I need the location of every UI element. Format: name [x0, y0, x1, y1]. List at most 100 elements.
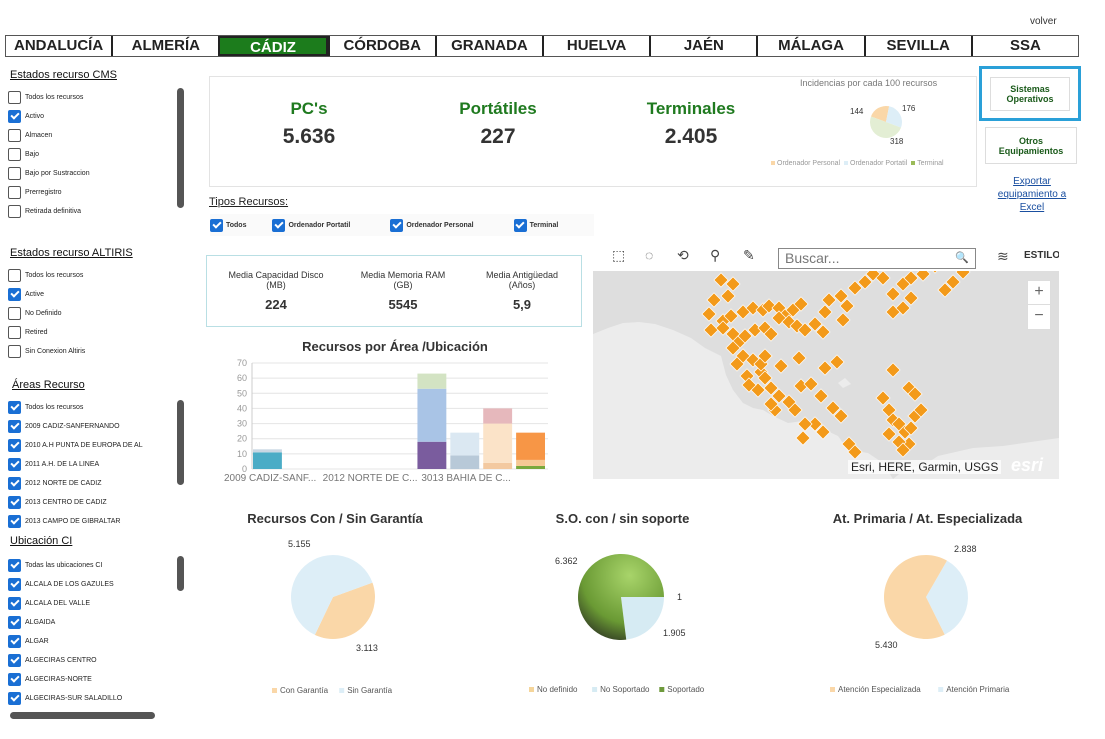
checkbox[interactable]	[8, 692, 21, 705]
checkbox[interactable]	[8, 326, 21, 339]
pie-slice[interactable]	[926, 560, 968, 635]
export-excel-link[interactable]: Exportar equipamiento a Excel	[997, 176, 1067, 213]
checkbox[interactable]	[210, 218, 223, 232]
ubicacion-filter-item[interactable]: ALCALA DE LOS GAZULES	[8, 575, 186, 594]
checkbox[interactable]	[513, 218, 527, 232]
map-point[interactable]	[807, 416, 823, 432]
map-point[interactable]	[771, 388, 787, 404]
checkbox[interactable]	[8, 269, 21, 282]
map-point[interactable]	[895, 300, 911, 316]
checkbox[interactable]	[8, 345, 21, 358]
map-point[interactable]	[913, 402, 929, 418]
bar-segment[interactable]	[483, 423, 513, 463]
bar-segment[interactable]	[516, 459, 545, 466]
map-point[interactable]	[787, 402, 803, 418]
ubicacion-filter-item[interactable]: ALGAR	[8, 632, 186, 651]
areas-filter-item[interactable]: 2009 CADIZ-SANFERNANDO	[8, 417, 186, 436]
map-point[interactable]	[903, 420, 919, 436]
checkbox[interactable]	[8, 110, 21, 123]
tipo-item[interactable]: Ordenador Personal	[390, 218, 474, 232]
map-point[interactable]	[833, 288, 849, 304]
pie-slice[interactable]	[621, 597, 627, 640]
map-point[interactable]	[829, 354, 845, 370]
checkbox[interactable]	[8, 578, 21, 591]
checkbox[interactable]	[8, 91, 21, 104]
map-point[interactable]	[737, 328, 753, 344]
map-point[interactable]	[885, 362, 901, 378]
tipo-item[interactable]: Ordenador Portatil	[272, 218, 350, 232]
map-point[interactable]	[937, 282, 953, 298]
map-point[interactable]	[706, 292, 722, 308]
areas-filter-item[interactable]: 2012 NORTE DE CADIZ	[8, 474, 186, 493]
map-point[interactable]	[757, 370, 773, 386]
map-point[interactable]	[881, 426, 897, 442]
map-point[interactable]	[773, 358, 789, 374]
map-search-input[interactable]: Buscar... 🔍	[778, 248, 976, 269]
zoom-out-button[interactable]: −	[1034, 307, 1044, 324]
pie-slice[interactable]	[870, 116, 901, 139]
map-point[interactable]	[747, 322, 763, 338]
ubicacion-filter-scrollbar[interactable]	[177, 556, 184, 591]
map-point[interactable]	[839, 298, 855, 314]
bar-segment[interactable]	[253, 452, 282, 469]
tab-9[interactable]: SSA	[970, 36, 1078, 56]
map-point[interactable]	[847, 280, 863, 296]
pie-slice[interactable]	[886, 106, 902, 128]
map-point[interactable]	[895, 442, 911, 458]
cms-filter-item[interactable]: Activo	[8, 107, 186, 126]
areas-filter-item[interactable]: Todos los recursos	[8, 398, 186, 417]
altiris-filter-item[interactable]: No Definido	[8, 304, 186, 323]
map-point[interactable]	[815, 324, 831, 340]
checkbox[interactable]	[8, 205, 21, 218]
areas-filter-item[interactable]: 2013 CENTRO DE CADIZ	[8, 493, 186, 512]
checkbox[interactable]	[8, 420, 21, 433]
map-point[interactable]	[807, 316, 823, 332]
map-point[interactable]	[945, 274, 961, 290]
clear-selection-icon[interactable]: ⚲	[710, 247, 721, 263]
map-point[interactable]	[835, 312, 851, 328]
checkbox[interactable]	[8, 439, 21, 452]
pie-slice[interactable]	[870, 106, 890, 122]
map-style-button[interactable]: ESTILO	[1024, 250, 1059, 261]
map-point[interactable]	[763, 396, 779, 412]
map-point[interactable]	[817, 360, 833, 376]
map-point[interactable]	[875, 390, 891, 406]
ubicacion-filter-item[interactable]: ALCALA DEL VALLE	[8, 594, 186, 613]
map-point[interactable]	[903, 290, 919, 306]
cms-filter-scrollbar[interactable]	[177, 88, 184, 208]
checkbox[interactable]	[8, 635, 21, 648]
checkbox[interactable]	[8, 167, 21, 180]
altiris-filter-item[interactable]: Todos los recursos	[8, 266, 186, 285]
bar-segment[interactable]	[253, 449, 282, 453]
checkbox[interactable]	[8, 148, 21, 161]
map-point[interactable]	[857, 274, 873, 290]
map-point[interactable]	[745, 300, 761, 316]
tab-4[interactable]: GRANADA	[434, 36, 542, 56]
pie-slice[interactable]	[884, 555, 947, 639]
circle-select-icon[interactable]: ◌	[645, 247, 654, 263]
altiris-filter-item[interactable]: Retired	[8, 323, 186, 342]
bar-segment[interactable]	[450, 432, 480, 456]
map-point[interactable]	[701, 306, 717, 322]
map-point[interactable]	[833, 408, 849, 424]
tab-1[interactable]: ALMERÍA	[111, 36, 218, 56]
pie-slice[interactable]	[314, 582, 375, 639]
cms-filter-item[interactable]: Almacen	[8, 126, 186, 145]
pie-slice[interactable]	[291, 555, 373, 635]
map-point[interactable]	[797, 322, 813, 338]
checkbox[interactable]	[8, 129, 21, 142]
tab-7[interactable]: MÁLAGA	[756, 36, 863, 56]
tipo-item[interactable]: Todos	[210, 218, 246, 232]
map-point[interactable]	[725, 276, 741, 292]
bar-segment[interactable]	[450, 455, 480, 469]
map-point[interactable]	[720, 288, 736, 304]
areas-filter-item[interactable]: 2011 A.H. DE LA LINEA	[8, 455, 186, 474]
checkbox[interactable]	[8, 597, 21, 610]
map-point[interactable]	[817, 304, 833, 320]
edit-icon[interactable]: ✎	[743, 247, 755, 263]
tipo-item[interactable]: Terminal	[513, 218, 558, 232]
areas-filter-item[interactable]: 2010 A.H PUNTA DE EUROPA DE AL	[8, 436, 186, 455]
cms-filter-item[interactable]: Todos los recursos	[8, 88, 186, 107]
cms-filter-item[interactable]: Bajo	[8, 145, 186, 164]
checkbox[interactable]	[8, 515, 21, 528]
